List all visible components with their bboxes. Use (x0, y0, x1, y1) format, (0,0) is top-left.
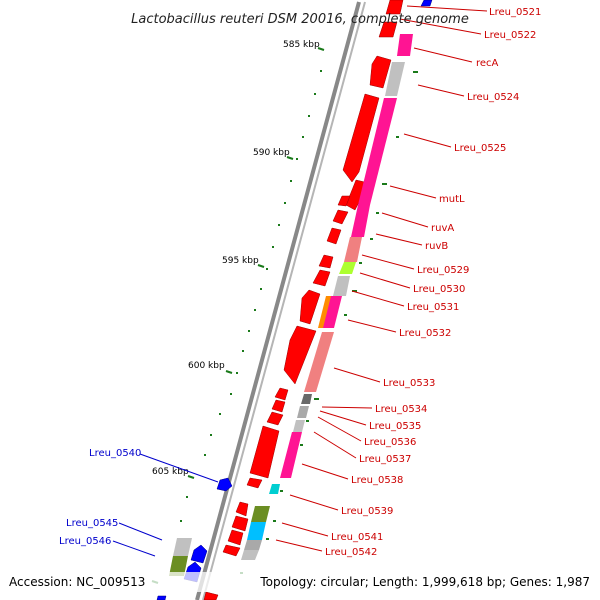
label-lreu0525: Lreu_0525 (454, 143, 506, 154)
gene-lreu0530 (312, 269, 331, 287)
gene-ruvb (326, 227, 342, 245)
gene-lreu0531 (299, 289, 321, 325)
kbp-label-595: 595 kbp (222, 256, 259, 266)
gene-lreu0548 (156, 595, 167, 600)
footer-backdrop (0, 572, 600, 592)
label-lreu0542: Lreu_0542 (325, 547, 377, 558)
label-lreu0522: Lreu_0522 (484, 30, 536, 41)
topology-text: Topology: circular; Length: 1,999,618 bp… (259, 575, 590, 589)
gene-lreu0538 (246, 477, 263, 489)
label-lreu0532: Lreu_0532 (399, 328, 451, 339)
backbone-inner (202, 1, 366, 600)
gene-mutl (337, 195, 351, 207)
function-blocks (169, 34, 413, 576)
kbp-label-590: 590 kbp (253, 148, 290, 158)
label-lreu0524: Lreu_0524 (467, 92, 519, 103)
gene-lreu0534 (274, 387, 289, 401)
label-lreu0530: Lreu_0530 (413, 284, 465, 295)
gene-lreu0547 (203, 591, 219, 600)
gene-lreu0543 (222, 544, 241, 557)
label-lreu0521: Lreu_0521 (489, 7, 541, 18)
label-lreu0529: Lreu_0529 (417, 265, 469, 276)
label-lreu0533: Lreu_0533 (383, 378, 435, 389)
label-lreu0534: Lreu_0534 (375, 404, 427, 415)
right-connectors (275, 5, 488, 552)
gene-lreu0521 (385, 0, 404, 15)
label-lreu0546: Lreu_0546 (59, 536, 111, 547)
gene-lreu0540 (216, 477, 233, 492)
accession-text: Accession: NC_009513 (9, 575, 145, 589)
label-mutl: mutL (439, 194, 465, 205)
label-lreu0538: Lreu_0538 (351, 475, 403, 486)
gene-lreu0533 (283, 325, 317, 385)
label-lreu0537: Lreu_0537 (359, 454, 411, 465)
map-title: Lactobacillus reuteri DSM 20016, complet… (131, 12, 469, 27)
gene-lreu0537 (249, 425, 280, 479)
label-lreu0539: Lreu_0539 (341, 506, 393, 517)
label-lreu0545: Lreu_0545 (66, 518, 118, 529)
gene-lreu0536 (266, 411, 284, 426)
gene-lreu0529 (318, 254, 334, 269)
kbp-label-600: 600 kbp (188, 361, 225, 371)
gene-lreu0535 (271, 399, 286, 413)
left-connectors (112, 453, 219, 557)
gene-reca (369, 55, 392, 89)
label-lreu0531: Lreu_0531 (407, 302, 459, 313)
gene-lreu0542 (227, 529, 244, 546)
kbp-label-585: 585 kbp (283, 40, 320, 50)
gene-lreu0541 (231, 515, 249, 532)
label-lreu0535: Lreu_0535 (369, 421, 421, 432)
gene-ruva (332, 209, 349, 225)
gene-lreu0522 (378, 21, 398, 38)
label-ruva: ruvA (431, 223, 454, 234)
label-ruvb: ruvB (425, 241, 448, 252)
kbp-label-605: 605 kbp (152, 467, 189, 477)
backbone-outer (195, 1, 361, 600)
gene-lreu0539 (235, 501, 249, 517)
gene-lreu0520 (420, 0, 433, 7)
gene-lreu0545 (190, 544, 208, 564)
label-lreu0536: Lreu_0536 (364, 437, 416, 448)
label-lreu0540: Lreu_0540 (89, 448, 141, 459)
label-lreu0541: Lreu_0541 (331, 532, 383, 543)
major-ticks (151, 47, 325, 584)
forward-genes (203, 0, 404, 600)
label-reca: recA (476, 58, 499, 69)
gene-lreu0524 (342, 93, 380, 183)
minor-tick-ring (180, 70, 322, 522)
